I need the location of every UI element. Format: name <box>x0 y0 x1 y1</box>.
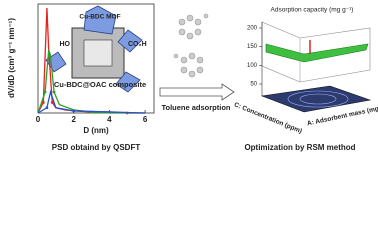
ho-label: HO <box>60 41 71 48</box>
plot-frame <box>37 3 155 114</box>
z-tick-label: 150 <box>247 44 258 50</box>
x-tick-label: 6 <box>143 115 148 124</box>
right-caption: Optimization by RSM method <box>244 143 355 152</box>
mof-label: Cu-BDC MOF <box>79 14 120 21</box>
acid-label: CO₂H <box>128 41 147 48</box>
composite-label: Cu-BDC@OAC composite <box>54 80 146 89</box>
x-tick-label: 2 <box>71 115 76 124</box>
psd-point <box>72 109 76 113</box>
arrow-label: Toluene adsorption <box>161 103 230 112</box>
left-caption: PSD obtaind by QSDFT <box>52 143 141 152</box>
x-tick-label: 0 <box>36 115 41 124</box>
psd-curve <box>37 89 146 114</box>
y-axis-label: dV/dD (cm³ g⁻¹ nm⁻¹) <box>7 18 16 98</box>
z-tick-label: 200 <box>247 26 258 32</box>
psd-curve <box>37 49 146 114</box>
x-tick-label: 4 <box>107 115 112 124</box>
z-tick-label: 100 <box>247 63 258 69</box>
psd-point <box>45 106 49 110</box>
x-axis-label: D (nm) <box>83 126 109 135</box>
graphical-abstract: dV/dD (cm³ g⁻¹ nm⁻¹) D (nm) Cu-BDC MOF H… <box>7 3 378 152</box>
psd-point <box>43 90 47 94</box>
toluene-molecules <box>173 13 209 78</box>
psd-point <box>52 90 56 94</box>
psd-point <box>50 101 54 104</box>
surface-plot <box>260 21 372 113</box>
z-axis-label: Adsorption capacity (mg g⁻¹) <box>271 7 354 14</box>
arrow <box>159 83 235 101</box>
psd-point <box>41 101 45 104</box>
structure: Cu-BDC MOF HO CO₂H Cu-BDC@OAC composite <box>45 5 147 93</box>
z-tick-label: 50 <box>250 82 257 88</box>
